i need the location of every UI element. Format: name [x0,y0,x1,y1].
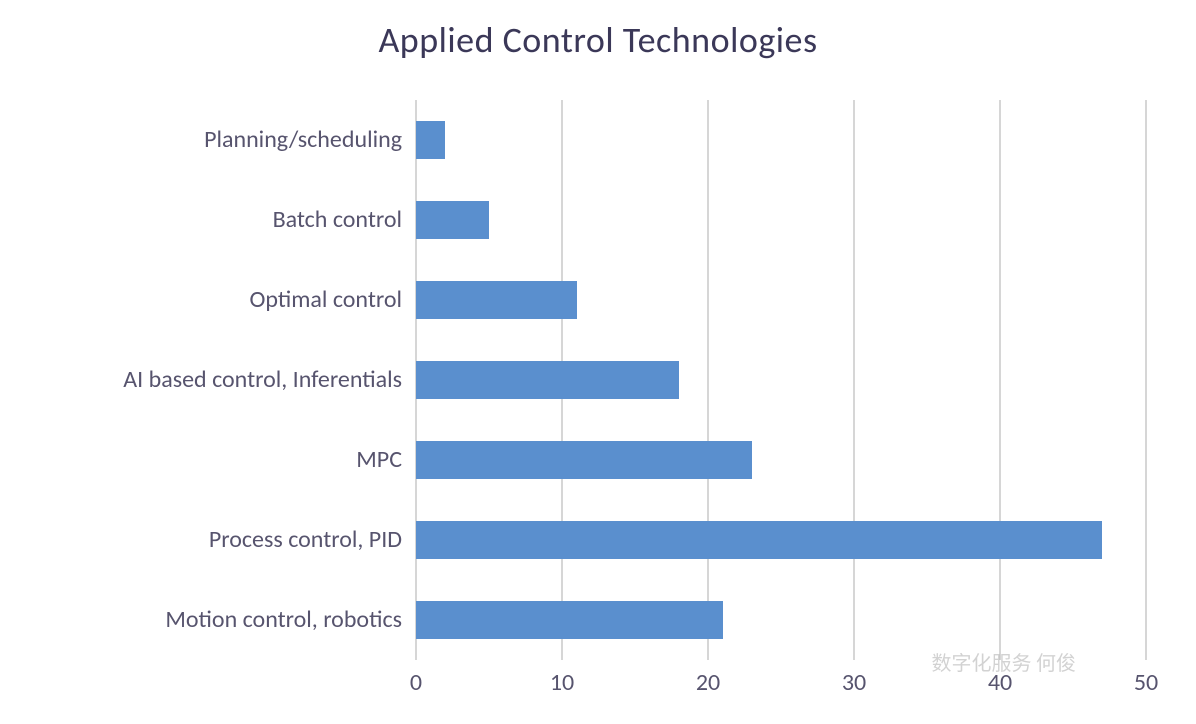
y-axis-category-label: AI based control, Inferentials [123,365,402,394]
bar-row [416,361,1146,399]
chart-container: Applied Control Technologies 数字化服务 何俊 01… [0,0,1196,724]
chart-title: Applied Control Technologies [0,18,1196,62]
bar-row [416,601,1146,639]
y-axis-category-label: Motion control, robotics [165,605,402,634]
bar-row [416,521,1146,559]
bar [416,521,1102,559]
x-axis-tick-label: 20 [696,668,720,697]
x-axis-tick-label: 40 [988,668,1012,697]
y-axis-category-label: Batch control [273,205,402,234]
bar-row [416,121,1146,159]
bar-row [416,441,1146,479]
y-axis-category-label: Optimal control [249,285,402,314]
bar-row [416,201,1146,239]
x-axis-tick-label: 10 [550,668,574,697]
bar [416,441,752,479]
bar [416,601,723,639]
y-axis-category-label: Planning/scheduling [204,125,402,154]
bar [416,201,489,239]
x-axis-tick-label: 0 [410,668,422,697]
bar [416,121,445,159]
y-axis-category-label: MPC [356,445,402,474]
y-axis-category-label: Process control, PID [209,525,402,554]
x-axis-tick-label: 30 [842,668,866,697]
bar [416,361,679,399]
plot-area [416,100,1146,660]
bar-row [416,281,1146,319]
bar [416,281,577,319]
x-axis-tick-label: 50 [1134,668,1158,697]
